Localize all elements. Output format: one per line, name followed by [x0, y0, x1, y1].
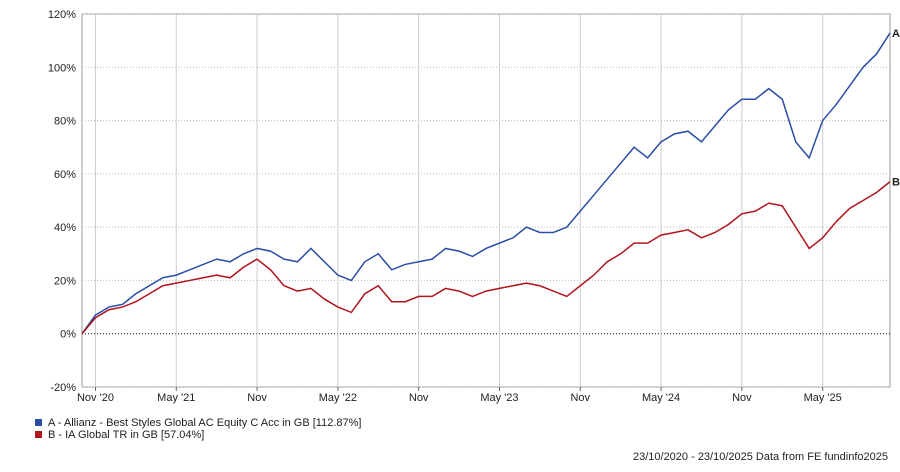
y-tick-label: 60% — [54, 169, 76, 181]
legend-swatch — [35, 431, 42, 438]
y-tick-label: -20% — [50, 382, 76, 394]
y-tick-label: 40% — [54, 222, 76, 234]
x-tick-label: May '24 — [642, 392, 680, 404]
y-tick-label: 100% — [48, 62, 76, 74]
series-line — [81, 32, 891, 335]
x-tick-label: Nov '20 — [77, 392, 114, 404]
legend-label: A - Allianz - Best Styles Global AC Equi… — [48, 417, 361, 429]
x-tick-label: Nov — [732, 392, 752, 404]
y-tick-label: 80% — [54, 116, 76, 128]
x-tick-label: Nov — [409, 392, 429, 404]
x-tick-label: May '25 — [804, 392, 842, 404]
legend-label: B - IA Global TR in GB [57.04%] — [48, 429, 204, 441]
series-end-label: A — [892, 28, 900, 40]
series-end-label: B — [892, 177, 900, 189]
plot-area — [81, 13, 891, 388]
x-tick-label: Nov — [247, 392, 267, 404]
series-line — [81, 181, 891, 335]
y-tick-label: 0% — [60, 329, 76, 341]
y-tick-label: 120% — [48, 9, 76, 21]
y-tick-label: 20% — [54, 275, 76, 287]
legend-swatch — [35, 419, 42, 426]
x-tick-label: May '21 — [157, 392, 195, 404]
x-tick-label: May '23 — [480, 392, 518, 404]
footer: 23/10/2020 - 23/10/2025 Data from FE fun… — [633, 451, 888, 463]
x-tick-label: May '22 — [319, 392, 357, 404]
x-tick-label: Nov — [570, 392, 590, 404]
